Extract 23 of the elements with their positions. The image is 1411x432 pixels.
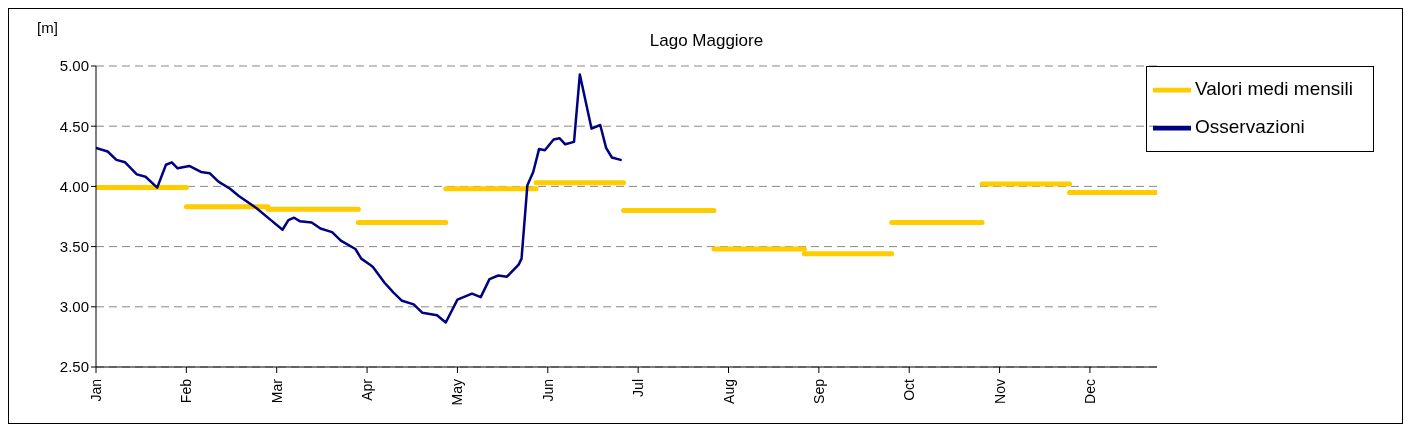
x-tick-label: Dec	[1081, 379, 1098, 404]
x-tick-label: Mar	[268, 378, 285, 404]
x-tick-label: Sep	[810, 378, 827, 404]
x-tick-label: May	[449, 379, 466, 406]
legend-label: Osservazioni	[1194, 116, 1305, 138]
x-tick-label: Aug	[720, 379, 737, 404]
x-tick-label: Feb	[178, 378, 195, 404]
x-tick-label: Nov	[991, 379, 1008, 404]
y-tick-label: 4.00	[59, 177, 89, 195]
y-tick-label: 2.50	[59, 358, 89, 376]
y-tick-label: 3.00	[59, 298, 89, 316]
x-tick-label: Oct	[901, 378, 918, 401]
y-tick-label: 4.50	[59, 117, 89, 135]
chart-title: Lago Maggiore	[649, 31, 764, 50]
x-tick-label: Apr	[359, 378, 376, 401]
y-tick-label: 3.50	[59, 237, 89, 255]
x-tick-label: Jan	[88, 379, 104, 402]
x-tick-label: Jul	[630, 379, 647, 397]
line-series	[96, 73, 622, 324]
y-axis-title: [m]	[37, 19, 58, 36]
legend-label: Valori medi mensili	[1194, 78, 1353, 100]
y-tick-label: 5.00	[59, 57, 89, 75]
x-tick-label: Jun	[539, 379, 556, 402]
